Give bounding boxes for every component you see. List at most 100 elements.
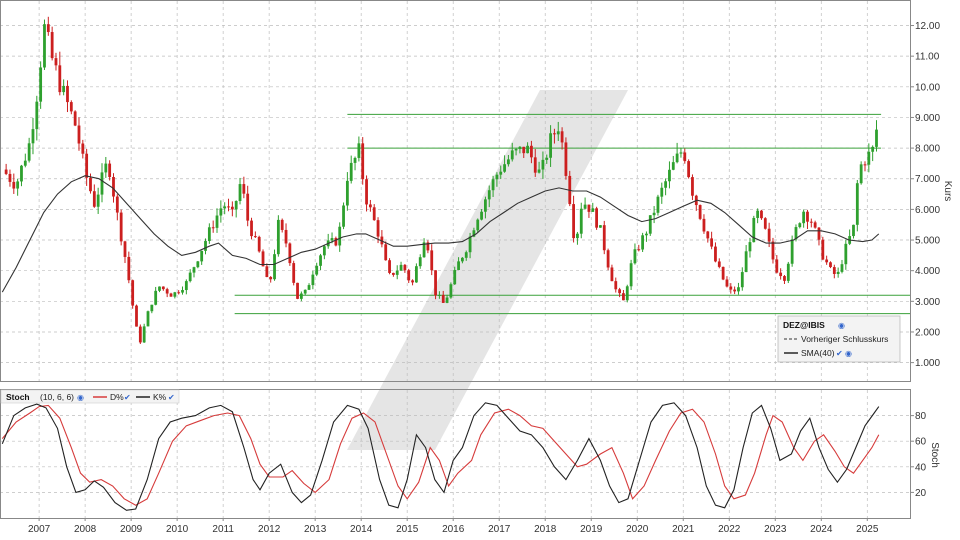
candle-body	[794, 227, 798, 240]
candle-body	[855, 183, 859, 225]
candle-body	[184, 281, 188, 291]
candle-body	[702, 218, 706, 232]
candle-body	[54, 58, 58, 66]
candle-body	[238, 184, 242, 202]
stoch-d-label: D%	[110, 392, 124, 402]
candle-body	[357, 143, 361, 158]
candle-body	[457, 261, 460, 270]
candle-body	[307, 285, 311, 290]
candle-body	[572, 204, 575, 239]
candle-body	[58, 65, 62, 93]
stoch-y-tick-label: 40	[915, 462, 927, 473]
stoch-k-label: K%	[153, 392, 167, 402]
candle-body	[142, 326, 146, 343]
candle-body	[135, 305, 138, 327]
candle-body	[27, 143, 31, 161]
candle-body	[426, 242, 430, 251]
candle-body	[809, 221, 813, 223]
candle-body	[595, 208, 598, 228]
candle-body	[683, 152, 687, 162]
candle-body	[813, 222, 817, 228]
stoch-header: Stoch (10, 6, 6) ◉ D% ✔ K% ✔	[0, 389, 180, 404]
watermark-logo	[347, 90, 628, 450]
legend-symbol-icon[interactable]: ◉	[838, 321, 845, 330]
price-y-tick-label: 12.00	[915, 21, 940, 32]
candle-body	[664, 181, 668, 188]
candle-body	[384, 244, 388, 261]
legend-sma-settings-icon[interactable]: ◉	[845, 349, 852, 358]
candle-body	[748, 242, 752, 252]
candle-body	[844, 243, 848, 265]
x-tick-label: 2015	[396, 524, 419, 535]
candle-body	[131, 280, 135, 306]
candle-body	[652, 212, 656, 216]
candle-body	[545, 157, 549, 160]
candle-body	[710, 238, 714, 247]
candle-body	[192, 267, 196, 273]
candle-body	[771, 241, 775, 260]
candle-body	[549, 133, 552, 158]
candle-body	[576, 233, 579, 239]
candle-body	[752, 217, 756, 243]
candle-body	[783, 276, 786, 281]
candle-body	[717, 261, 721, 267]
candle-body	[852, 224, 855, 237]
stoch-y-axis: 20 40 60 80	[911, 411, 927, 499]
candle-body	[518, 146, 522, 150]
candle-body	[614, 281, 618, 290]
candle-body	[345, 180, 349, 206]
candle-body	[721, 266, 725, 280]
candle-body	[487, 190, 491, 200]
candle-body	[836, 271, 840, 275]
candle-body	[368, 204, 372, 208]
candle-body	[207, 227, 211, 242]
x-tick-label: 2018	[534, 524, 557, 535]
candle-body	[422, 242, 426, 258]
candle-body	[675, 153, 679, 163]
x-tick-label: 2023	[764, 524, 787, 535]
legend-symbol: DEZ@IBIS	[783, 320, 825, 330]
candle-body	[775, 259, 779, 273]
candle-body	[495, 174, 499, 180]
candle-body	[668, 169, 671, 182]
candle-body	[706, 231, 710, 239]
stoch-y-tick-label: 60	[915, 437, 927, 448]
price-y-tick-label: 6.000	[915, 205, 940, 216]
candle-body	[491, 179, 495, 191]
candle-body	[46, 24, 50, 33]
candle-body	[73, 111, 77, 126]
candle-body	[223, 206, 227, 209]
candle-body	[537, 169, 541, 173]
candle-body	[591, 208, 595, 212]
legend: DEZ@IBIS ◉ Vorheriger Schlusskurs SMA(40…	[777, 315, 901, 363]
stoch-settings-icon[interactable]: ◉	[77, 393, 84, 402]
candle-body	[35, 101, 39, 130]
candle-body	[8, 173, 12, 182]
candle-body	[234, 201, 238, 210]
stoch-grid	[0, 390, 911, 518]
candle-body	[146, 311, 150, 327]
candle-body	[169, 293, 173, 297]
candle-body	[579, 208, 583, 234]
candle-body	[200, 250, 204, 262]
candle-body	[227, 206, 230, 208]
candle-body	[729, 286, 733, 290]
stoch-title: Stoch	[6, 392, 30, 402]
candle-body	[43, 24, 46, 68]
candle-body	[464, 252, 468, 258]
legend-sma-label: SMA(40)	[801, 348, 835, 358]
x-tick-label: 2017	[488, 524, 511, 535]
candle-body	[871, 146, 875, 152]
stoch-k-check-icon[interactable]: ✔	[168, 393, 175, 402]
candle-body	[257, 236, 261, 252]
candle-body	[556, 131, 560, 135]
stoch-d-check-icon[interactable]: ✔	[124, 393, 131, 402]
candle-body	[526, 145, 529, 154]
candle-body	[104, 163, 108, 173]
candle-body	[461, 257, 464, 262]
legend-sma-check-icon[interactable]: ✔	[836, 349, 843, 358]
candle-body	[349, 162, 353, 181]
candle-body	[330, 238, 334, 241]
candle-body	[188, 272, 192, 282]
